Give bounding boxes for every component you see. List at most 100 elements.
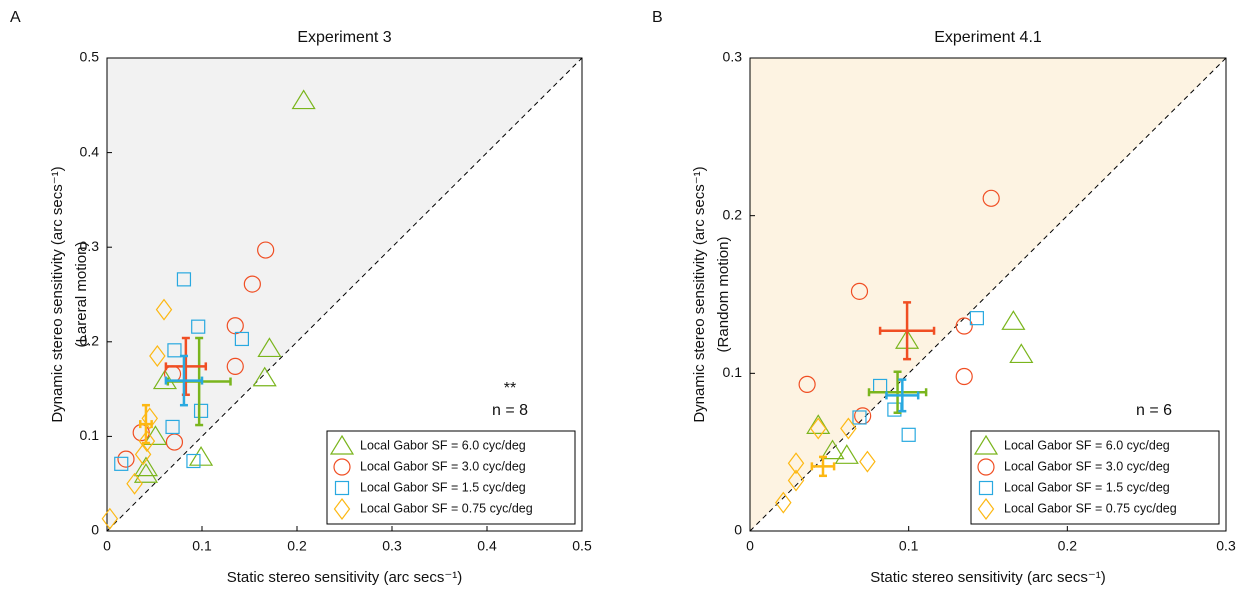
marker-circle (982, 189, 1000, 207)
marker-diamond (333, 498, 351, 520)
legend-label: Local Gabor SF = 0.75 cyc/deg (360, 501, 533, 515)
marker-square (334, 480, 350, 496)
marker-circle (798, 375, 816, 393)
marker-diamond (149, 344, 166, 367)
legend-label: Local Gabor SF = 3.0 cyc/deg (1004, 459, 1170, 473)
y-tick-label: 0 (91, 522, 99, 538)
marker-square (969, 311, 984, 326)
x-axis-label: Static stereo sensitivity (arc secs⁻¹) (870, 569, 1105, 586)
marker-triangle (188, 446, 214, 466)
legend-label: Local Gabor SF = 6.0 cyc/deg (360, 438, 526, 452)
marker-square (193, 403, 209, 418)
y-tick-label: 0.5 (80, 49, 100, 65)
legend-box (326, 430, 576, 525)
legend-label: Local Gabor SF = 0.75 cyc/deg (1004, 501, 1177, 515)
y-tick-label: 0.3 (80, 238, 100, 254)
legend-label: Local Gabor SF = 6.0 cyc/deg (1004, 438, 1170, 452)
marker-triangle (329, 434, 355, 455)
x-tick-label: 0.2 (287, 538, 307, 554)
marker-triangle (133, 456, 159, 477)
y-axis-label: (Lareral motion) (73, 242, 90, 348)
y-tick-label: 0.2 (723, 206, 743, 222)
x-tick-label: 0.1 (899, 538, 919, 554)
marker-square (165, 419, 180, 435)
marker-triangle (257, 337, 282, 358)
marker-circle (977, 458, 995, 476)
x-tick-label: 0 (103, 538, 111, 554)
x-tick-label: 0 (746, 538, 754, 554)
marker-circle (257, 241, 275, 259)
marker-triangle (806, 414, 831, 434)
y-tick-label: 0.2 (80, 333, 100, 349)
marker-circle (226, 357, 244, 375)
marker-triangle (973, 434, 999, 455)
plot-frame (749, 57, 1227, 532)
marker-triangle (834, 444, 859, 464)
marker-diamond (787, 469, 805, 492)
marker-diamond (101, 507, 119, 530)
marker-square (191, 319, 206, 334)
marker-square (186, 453, 201, 469)
marker-diamond (787, 452, 805, 475)
marker-triangle (820, 439, 845, 460)
marker-circle (165, 433, 184, 451)
y-tick-label: 0.1 (80, 427, 100, 443)
marker-circle (850, 282, 869, 300)
x-tick-label: 0.3 (382, 538, 402, 554)
marker-square (887, 402, 902, 417)
y-tick-label: 0.3 (723, 49, 743, 65)
x-tick-label: 0.5 (572, 538, 592, 554)
marker-circle (333, 458, 351, 476)
x-tick-label: 0.3 (1216, 538, 1236, 554)
marker-circle (955, 367, 973, 386)
marker-square (978, 480, 994, 496)
marker-triangle (252, 366, 277, 387)
x-tick-label: 0.1 (192, 538, 212, 554)
marker-square (167, 343, 182, 358)
marker-circle (955, 317, 973, 335)
legend-label: Local Gabor SF = 3.0 cyc/deg (360, 459, 526, 473)
marker-diamond (840, 417, 857, 440)
marker-triangle (291, 89, 316, 110)
x-tick-label: 0.2 (1058, 538, 1078, 554)
legend-box (970, 430, 1220, 525)
legend-label: Local Gabor SF = 1.5 cyc/deg (1004, 480, 1170, 494)
marker-diamond (775, 491, 792, 514)
y-tick-label: 0.4 (80, 143, 100, 159)
marker-square (176, 272, 192, 287)
marker-triangle (133, 463, 159, 483)
marker-diamond (134, 443, 152, 466)
y-axis-label: (Random motion) (715, 237, 732, 353)
identity-line (106, 57, 583, 532)
marker-diamond (977, 498, 995, 520)
marker-diamond (138, 430, 156, 453)
y-tick-label: 0 (734, 522, 742, 538)
annotation: n = 6 (1136, 402, 1172, 419)
marker-diamond (126, 472, 143, 495)
marker-diamond (859, 450, 876, 473)
panel-label: B (652, 9, 663, 26)
marker-square (114, 456, 129, 471)
marker-diamond (809, 417, 827, 440)
x-tick-label: 0.4 (477, 538, 497, 554)
marker-triangle (1001, 310, 1026, 330)
y-tick-label: 0.1 (723, 364, 743, 380)
chart-title: Experiment 4.1 (934, 29, 1042, 46)
plot-frame (106, 57, 583, 532)
marker-diamond (155, 298, 173, 321)
marker-circle (117, 450, 135, 468)
marker-square (901, 427, 916, 442)
annotation: n = 8 (492, 402, 528, 419)
marker-square (852, 410, 867, 425)
y-axis-label: Dynamic stereo sensitivity (arc secs⁻¹) (691, 166, 708, 422)
legend-label: Local Gabor SF = 1.5 cyc/deg (360, 480, 526, 494)
annotation: ** (504, 380, 516, 397)
marker-triangle (1009, 343, 1034, 364)
x-axis-label: Static stereo sensitivity (arc secs⁻¹) (227, 569, 462, 586)
marker-square (234, 331, 249, 347)
identity-line (749, 57, 1227, 532)
marker-circle (243, 275, 261, 293)
panel-label: A (10, 9, 21, 26)
y-axis-label: Dynamic stereo sensitivity (arc secs⁻¹) (49, 166, 66, 422)
